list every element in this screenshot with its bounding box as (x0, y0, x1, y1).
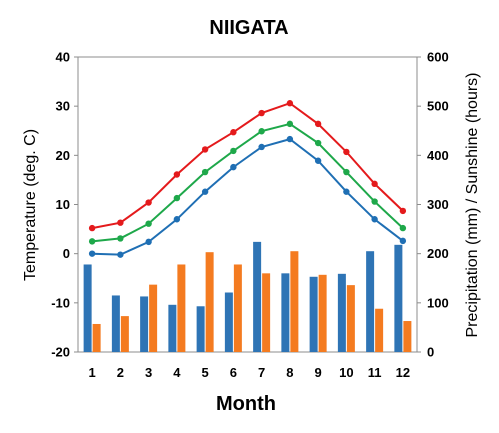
point-s2-m5 (201, 168, 209, 176)
x-tick-label: 6 (230, 365, 237, 380)
bar-s2-m9 (318, 274, 327, 352)
bar-s1-m4 (168, 304, 177, 352)
point-s1-m11 (371, 180, 378, 188)
y-right-tick-label: 600 (427, 50, 449, 65)
y-axis-right-ticks: 0 100 200 300 400 500 600 (417, 50, 449, 360)
x-tick-label: 3 (145, 365, 152, 380)
y-left-tick-label: 0 (63, 246, 70, 261)
point-s1-m8 (286, 100, 294, 107)
y-axis-left-ticks: -20 -10 0 10 20 30 40 (51, 50, 78, 360)
y-right-tick-label: 300 (427, 197, 449, 212)
x-tick-label: 12 (396, 365, 410, 380)
x-tick-label: 11 (368, 365, 382, 380)
bar-s1-m2 (111, 295, 120, 352)
point-s1-m2 (117, 219, 124, 226)
point-s3-m10 (343, 188, 350, 195)
point-s3-m12 (399, 237, 407, 245)
line-s2 (91, 122, 404, 243)
point-s3-m5 (201, 188, 209, 195)
bar-s1-m1 (83, 264, 92, 352)
line-s1 (91, 102, 404, 230)
y-left-tick-label: 20 (56, 148, 70, 163)
point-s1-m7 (258, 109, 265, 117)
bar-s2-m2 (120, 316, 129, 352)
y-right-tick-label: 100 (427, 295, 449, 310)
bar-series-group (83, 241, 412, 352)
bar-s2-m7 (262, 273, 271, 352)
point-s3-m2 (117, 251, 124, 258)
point-s3-m4 (173, 216, 181, 223)
point-s2-m7 (258, 128, 265, 135)
y-axis-left-label: Temperature (deg. C) (22, 129, 39, 281)
bar-s1-m7 (253, 241, 262, 352)
point-s2-m11 (371, 198, 378, 205)
point-s3-m1 (88, 250, 96, 257)
point-s2-m12 (399, 224, 407, 232)
bar-s1-m5 (196, 306, 205, 352)
x-axis-label: Month (216, 393, 276, 415)
bar-s1-m6 (224, 292, 233, 352)
y-left-tick-label: -20 (51, 345, 70, 360)
point-s2-m1 (88, 238, 96, 245)
bar-s1-m11 (366, 251, 375, 352)
point-s3-m6 (230, 163, 237, 171)
point-s2-m8 (286, 120, 294, 128)
y-right-tick-label: 200 (427, 246, 449, 261)
y-right-tick-label: 400 (427, 148, 449, 163)
x-tick-label: 9 (315, 365, 322, 380)
x-tick-label: 5 (202, 365, 209, 380)
bar-s2-m8 (290, 251, 299, 352)
point-s2-m3 (145, 220, 152, 227)
y-left-tick-label: 30 (56, 99, 70, 114)
y-left-tick-label: 10 (56, 197, 70, 212)
point-s3-m8 (286, 135, 294, 143)
bar-s2-m12 (403, 321, 412, 352)
bar-s1-m12 (394, 244, 403, 352)
bar-s2-m3 (149, 284, 158, 352)
line-series-group (88, 100, 407, 258)
point-s2-m10 (343, 168, 350, 176)
point-s1-m4 (173, 171, 181, 178)
y-right-tick-label: 500 (427, 99, 449, 114)
point-s3-m7 (258, 143, 265, 151)
x-tick-label: 10 (339, 365, 353, 380)
point-s1-m5 (201, 146, 209, 153)
point-s1-m10 (343, 148, 350, 156)
chart-title: NIIGATA (209, 17, 288, 39)
point-s2-m9 (314, 139, 322, 147)
x-tick-label: 8 (286, 365, 293, 380)
bar-s1-m9 (309, 276, 318, 352)
x-tick-label: 2 (117, 365, 124, 380)
point-s1-m9 (314, 120, 322, 128)
bar-s2-m4 (177, 264, 186, 352)
y-left-tick-label: -10 (51, 295, 70, 310)
point-s3-m9 (314, 157, 322, 164)
bar-s2-m1 (92, 323, 101, 352)
point-s3-m3 (145, 238, 152, 246)
bar-s2-m5 (205, 252, 214, 352)
point-s1-m12 (399, 207, 407, 215)
bar-s1-m10 (337, 273, 346, 352)
point-s2-m4 (173, 194, 181, 202)
point-s2-m2 (117, 235, 124, 242)
line-s3 (92, 138, 404, 256)
x-tick-label: 7 (258, 365, 265, 380)
point-s1-m3 (145, 199, 152, 206)
y-left-tick-label: 40 (56, 50, 70, 65)
x-axis-ticks: 1 2 3 4 5 6 7 8 9 10 11 12 (89, 365, 411, 380)
y-right-tick-label: 0 (427, 345, 434, 360)
point-s3-m11 (371, 216, 378, 223)
bar-s2-m11 (375, 308, 384, 352)
point-s1-m6 (230, 129, 237, 136)
y-axis-right-label: Precipitation (mm) / Sunshine (hours) (464, 73, 481, 338)
bar-s2-m6 (233, 264, 242, 352)
bar-s1-m3 (140, 296, 149, 352)
x-tick-label: 1 (89, 365, 96, 380)
bar-s2-m10 (346, 285, 355, 352)
x-tick-label: 4 (173, 365, 181, 380)
point-s2-m6 (230, 147, 237, 155)
point-s1-m1 (88, 224, 96, 232)
bar-s1-m8 (281, 273, 290, 352)
